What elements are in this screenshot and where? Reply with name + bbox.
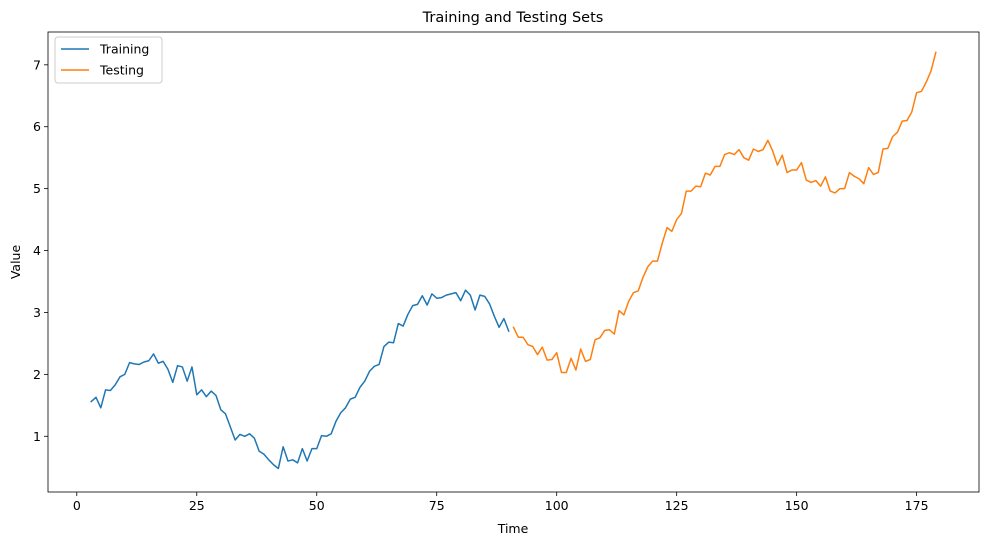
series-line-testing xyxy=(512,51,937,374)
x-axis-label: Time xyxy=(497,521,529,536)
legend-label-training: Training xyxy=(99,42,149,57)
x-axis-ticks: 0 25 50 75 100 125 150 175 xyxy=(73,492,929,513)
y-tick-label: 5 xyxy=(33,181,41,196)
x-tick-label: 100 xyxy=(545,498,569,513)
series-line-training xyxy=(90,289,510,470)
y-tick-label: 2 xyxy=(33,367,41,382)
x-tick-label: 0 xyxy=(73,498,81,513)
y-axis-label: Value xyxy=(8,245,23,280)
y-tick-label: 4 xyxy=(33,243,41,258)
series-layer xyxy=(90,51,937,470)
legend-label-testing: Testing xyxy=(99,63,144,78)
chart-title: Training and Testing Sets xyxy=(422,10,604,26)
plot-area xyxy=(47,31,980,493)
x-tick-label: 25 xyxy=(189,498,205,513)
x-tick-label: 50 xyxy=(309,498,325,513)
y-tick-label: 6 xyxy=(33,119,41,134)
x-tick-label: 125 xyxy=(665,498,689,513)
y-tick-label: 1 xyxy=(33,429,41,444)
y-axis-ticks: 1 2 3 4 5 6 7 xyxy=(33,57,48,444)
y-tick-label: 7 xyxy=(33,57,41,72)
legend: Training Testing xyxy=(54,36,163,84)
x-tick-label: 175 xyxy=(905,498,929,513)
x-tick-label: 150 xyxy=(785,498,809,513)
y-tick-label: 3 xyxy=(33,305,41,320)
x-tick-label: 75 xyxy=(429,498,445,513)
